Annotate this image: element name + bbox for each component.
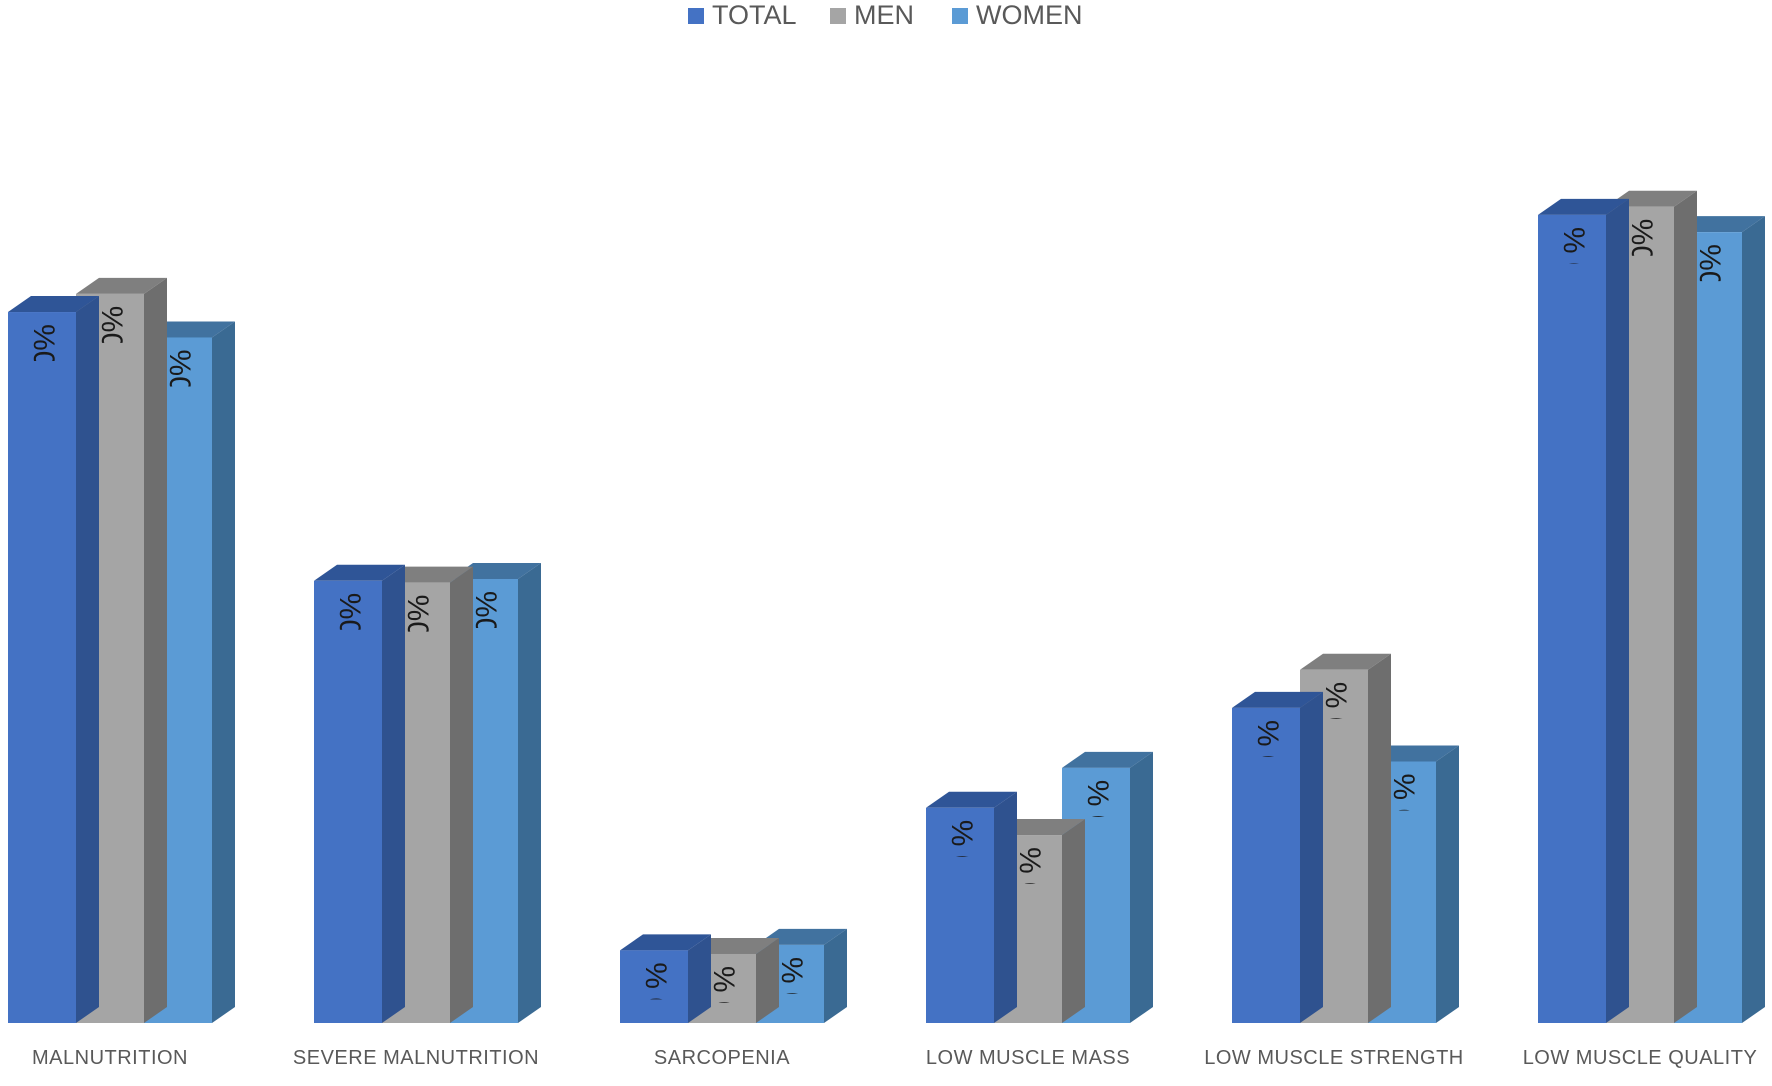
data-label-women: 48.90% bbox=[471, 591, 504, 693]
bar-side-face bbox=[450, 566, 473, 1023]
legend-item-women: WOMEN bbox=[952, 0, 1082, 30]
legend-label: MEN bbox=[854, 0, 914, 30]
x-tick-label: SARCOPENIA bbox=[654, 1047, 790, 1069]
data-label-total: 23.70 % bbox=[947, 820, 980, 930]
bar-side-face bbox=[76, 296, 99, 1023]
x-axis-labels: MALNUTRITION SEVERE MALNUTRITION SARCOPENI… bbox=[32, 1047, 1757, 1069]
bar-top-face bbox=[620, 934, 711, 951]
bar-top-face bbox=[8, 296, 99, 313]
legend: TOTAL MEN WOMEN bbox=[688, 0, 1082, 30]
data-label-total: 48.70% bbox=[335, 593, 368, 695]
legend-item-men: MEN bbox=[830, 0, 914, 30]
bar-side-face bbox=[1606, 198, 1629, 1023]
bar-total-5 bbox=[1232, 691, 1323, 1023]
data-label-men: 38.90 % bbox=[1321, 682, 1354, 792]
x-tick-label: LOW MUSCLE MASS bbox=[926, 1047, 1130, 1069]
bar-side-face bbox=[1130, 751, 1153, 1023]
bar-front-face bbox=[620, 950, 688, 1023]
legend-swatch bbox=[830, 8, 846, 24]
bar-top-face bbox=[1232, 691, 1323, 708]
bar-front-face bbox=[926, 807, 994, 1023]
bar-side-face bbox=[824, 928, 847, 1023]
bar-top-face bbox=[1538, 198, 1629, 215]
bar-front-face bbox=[1538, 214, 1606, 1023]
x-tick-label: MALNUTRITION bbox=[32, 1047, 188, 1069]
bar-side-face bbox=[212, 321, 235, 1024]
bar-side-face bbox=[1062, 819, 1085, 1023]
data-label-women: 28.80 % bbox=[1389, 773, 1422, 883]
data-label-total: 89 % bbox=[1559, 227, 1592, 295]
legend-label: WOMEN bbox=[976, 0, 1082, 30]
legend-item-total: TOTAL bbox=[688, 0, 797, 30]
x-tick-label: LOW MUSCLE QUALITY bbox=[1523, 1047, 1758, 1069]
legend-swatch bbox=[688, 8, 704, 24]
bar-top-face bbox=[1062, 751, 1153, 768]
bar-front-face bbox=[1232, 707, 1300, 1023]
data-label-women: 75.50% bbox=[165, 349, 198, 451]
data-label-men: 7.60 % bbox=[709, 966, 742, 1059]
bar-total-6 bbox=[1538, 198, 1629, 1023]
legend-swatch bbox=[952, 8, 968, 24]
bar-side-face bbox=[994, 791, 1017, 1023]
bar-top-face bbox=[76, 277, 167, 294]
bar-side-face bbox=[144, 277, 167, 1024]
data-label-men: 20.70 % bbox=[1015, 847, 1048, 957]
bar-side-face bbox=[1368, 653, 1391, 1023]
bar-total-2 bbox=[314, 564, 405, 1023]
data-label-men: 80.30% bbox=[97, 306, 130, 408]
bar-side-face bbox=[756, 937, 779, 1023]
data-label-women: 28.10 % bbox=[1083, 780, 1116, 890]
bar-side-face bbox=[382, 564, 405, 1023]
data-label-total: 8.00 % bbox=[641, 962, 674, 1055]
bars-group: 78.30% 80.30% 75.50% 48.70% 48.50% 48.90% 8.00… bbox=[8, 190, 1765, 1059]
data-label-men: 89.90% bbox=[1627, 219, 1660, 321]
bar-side-face bbox=[1300, 691, 1323, 1023]
bar-side-face bbox=[688, 934, 711, 1023]
bar-side-face bbox=[1674, 190, 1697, 1023]
legend-label: TOTAL bbox=[712, 0, 797, 30]
bar-total-4 bbox=[926, 791, 1017, 1023]
bar-top-face bbox=[314, 564, 405, 581]
bar-side-face bbox=[1436, 745, 1459, 1023]
bar-front-face bbox=[314, 580, 382, 1023]
bar-front-face bbox=[8, 312, 76, 1023]
data-label-total: 34.70 % bbox=[1253, 720, 1286, 830]
bar-total-3 bbox=[620, 934, 711, 1023]
bar-total-1 bbox=[8, 296, 99, 1023]
bar-side-face bbox=[518, 562, 541, 1023]
x-tick-label: SEVERE MALNUTRITION bbox=[293, 1047, 539, 1069]
bar-top-face bbox=[1300, 653, 1391, 670]
data-label-women: 87.10% bbox=[1695, 244, 1728, 346]
bar-top-face bbox=[926, 791, 1017, 808]
bar-side-face bbox=[1742, 216, 1765, 1023]
x-tick-label: LOW MUSCLE STRENGTH bbox=[1204, 1047, 1464, 1069]
data-label-women: 8.60 % bbox=[777, 957, 810, 1050]
data-label-total: 78.30% bbox=[29, 324, 62, 426]
data-label-men: 48.50% bbox=[403, 595, 436, 697]
